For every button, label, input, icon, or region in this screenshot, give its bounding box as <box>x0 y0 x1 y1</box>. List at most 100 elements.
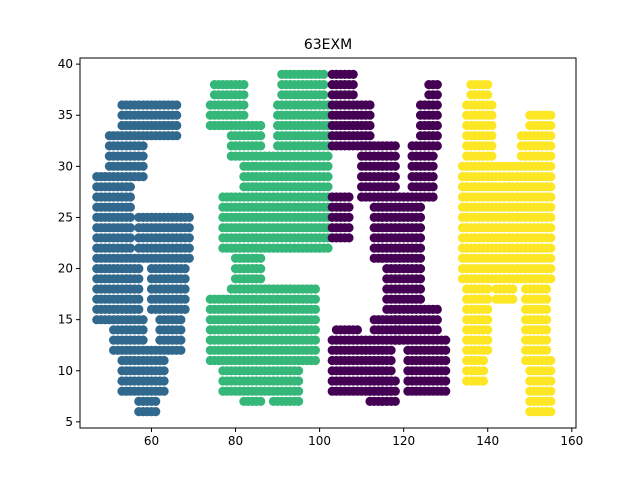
data-point <box>390 161 400 171</box>
data-point <box>432 141 442 151</box>
data-point <box>415 274 426 284</box>
data-point <box>487 110 497 120</box>
x-tick-label: 160 <box>560 434 583 448</box>
data-point <box>184 233 194 243</box>
data-point <box>415 223 426 233</box>
data-point <box>310 335 320 345</box>
data-point <box>462 100 472 110</box>
x-tick-label: 60 <box>144 434 159 448</box>
data-point <box>344 212 354 222</box>
data-point <box>478 366 489 376</box>
data-point <box>428 151 438 161</box>
axes: 60 80 100 120 140 160 5 10 15 20 25 30 35 40 <box>58 57 584 448</box>
data-point <box>172 120 182 131</box>
data-point <box>365 110 375 120</box>
y-tick-label: 5 <box>65 415 73 429</box>
data-point <box>205 325 215 335</box>
data-point <box>172 100 182 110</box>
data-point <box>235 192 245 202</box>
data-point <box>365 131 375 141</box>
data-point <box>184 253 194 263</box>
x-tick-label: 100 <box>308 434 331 448</box>
data-point <box>487 151 497 161</box>
data-point <box>205 100 215 110</box>
data-point <box>205 335 215 345</box>
data-point <box>415 253 426 263</box>
data-point <box>319 90 329 100</box>
data-point <box>226 284 236 294</box>
data-point <box>134 274 144 284</box>
data-point <box>125 233 135 243</box>
data-point <box>415 264 426 274</box>
data-point <box>310 284 320 294</box>
data-point <box>205 345 215 355</box>
data-point <box>344 223 354 233</box>
x-tick-label: 120 <box>392 434 415 448</box>
data-point <box>180 284 190 294</box>
y-tick-label: 40 <box>58 57 73 71</box>
data-point <box>415 233 426 243</box>
data-point <box>546 355 556 366</box>
data-point <box>546 407 556 417</box>
data-point <box>113 131 123 141</box>
data-point <box>428 182 438 192</box>
data-points <box>92 69 556 417</box>
data-point <box>256 141 266 151</box>
data-point <box>546 202 556 212</box>
x-tick-label: 80 <box>228 434 243 448</box>
y-tick-label: 10 <box>58 364 73 378</box>
data-point <box>125 182 135 192</box>
data-point <box>319 80 329 90</box>
data-point <box>294 386 304 396</box>
data-point <box>386 366 396 376</box>
data-point <box>483 325 493 335</box>
data-point <box>546 151 556 161</box>
data-point <box>428 172 438 182</box>
data-point <box>294 366 304 376</box>
data-point <box>542 284 552 294</box>
y-tick-label: 25 <box>58 210 73 224</box>
data-point <box>542 294 552 304</box>
data-point <box>134 294 144 304</box>
data-point <box>344 202 354 212</box>
data-point <box>323 172 333 182</box>
data-point <box>546 253 556 263</box>
data-point <box>294 376 304 386</box>
data-point <box>432 325 442 335</box>
data-point <box>386 345 396 355</box>
data-point <box>180 274 190 284</box>
data-point <box>542 335 552 345</box>
data-point <box>222 294 232 304</box>
data-point <box>546 161 556 171</box>
data-point <box>390 172 400 182</box>
data-point <box>344 192 354 202</box>
data-point <box>441 335 451 345</box>
series-M <box>457 80 556 417</box>
data-point <box>432 120 442 131</box>
data-point <box>483 284 493 294</box>
data-point <box>432 100 442 110</box>
data-point <box>176 325 186 335</box>
data-point <box>546 223 556 233</box>
data-point <box>151 396 161 406</box>
data-point <box>546 396 556 406</box>
data-point <box>256 120 266 131</box>
data-point <box>310 355 320 366</box>
y-tick-label: 20 <box>58 262 73 276</box>
data-point <box>134 264 144 274</box>
data-point <box>483 80 493 90</box>
data-point <box>546 264 556 274</box>
data-point <box>125 243 135 253</box>
data-point <box>125 202 135 212</box>
chart-title: 63EXM <box>304 37 352 53</box>
data-point <box>478 355 489 366</box>
data-point <box>546 212 556 222</box>
data-point <box>432 110 442 120</box>
data-point <box>138 335 148 345</box>
data-point <box>508 294 518 304</box>
data-point <box>428 192 438 202</box>
data-point <box>125 223 135 233</box>
data-point <box>483 90 493 100</box>
data-point <box>487 131 497 141</box>
series-6 <box>92 100 194 417</box>
